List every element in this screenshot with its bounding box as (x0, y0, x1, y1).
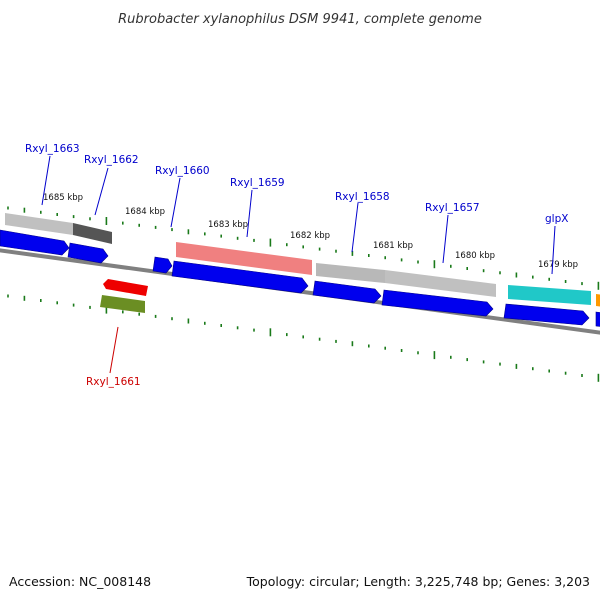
topology-text: Topology: circular; Length: 3,225,748 bp… (246, 574, 590, 589)
scale-label-1681: 1681 kbp (373, 241, 413, 251)
gene-feature-glpx[interactable] (508, 285, 591, 305)
gene-label-rxyl-1658[interactable]: Rxyl_1658 (335, 191, 390, 203)
gene-feature-partial-orange[interactable] (596, 294, 600, 307)
scale-label-1680: 1680 kbp (455, 251, 495, 261)
leader-line-rxyl-1663 (41, 155, 51, 206)
leader-line-rxyl-1659 (246, 189, 253, 238)
scale-label-1684: 1684 kbp (125, 207, 165, 217)
gene-label-rxyl-1661[interactable]: Rxyl_1661 (86, 376, 141, 388)
gene-label-rxyl-1663[interactable]: Rxyl_1663 (25, 143, 80, 155)
accession-text: Accession: NC_008148 (9, 574, 151, 589)
gene-label-rxyl-1660[interactable]: Rxyl_1660 (155, 165, 210, 177)
gene-label-rxyl-1657[interactable]: Rxyl_1657 (425, 202, 480, 214)
scale-label-1679: 1679 kbp (538, 260, 578, 270)
scale-ticks-lower (7, 294, 600, 382)
gene-labels: Rxyl_1663 Rxyl_1662 Rxyl_1660 Rxyl_1659 … (25, 143, 568, 388)
leader-line-rxyl-1662 (94, 167, 109, 216)
cds-track (0, 229, 600, 327)
gene-feature-rxyl-1658[interactable] (316, 263, 385, 283)
map-title: Rubrobacter xylanophilus DSM 9941, compl… (118, 12, 482, 27)
leader-line-rxyl-1658 (351, 202, 359, 253)
cds-arrow-rxyl-1659[interactable] (171, 260, 309, 294)
gene-label-glpx[interactable]: glpX (545, 213, 568, 225)
gene-label-rxyl-1659[interactable]: Rxyl_1659 (230, 177, 285, 189)
gene-feature-rxyl-1659[interactable] (176, 242, 312, 275)
scale-label-1683: 1683 kbp (208, 220, 248, 230)
gene-label-rxyl-1662[interactable]: Rxyl_1662 (84, 154, 139, 166)
cds-arrow-rxyl-1658[interactable] (312, 280, 382, 304)
scale-ticks-upper (7, 206, 600, 290)
leader-line-glpx (551, 225, 556, 275)
gene-label-lines (41, 155, 556, 374)
scale-label-1685: 1685 kbp (43, 193, 83, 203)
cds-arrow-rxyl-1660[interactable] (152, 256, 173, 274)
cds-arrow-rxyl-1662[interactable] (67, 242, 109, 264)
scale-labels: 1685 kbp 1684 kbp 1683 kbp 1682 kbp 1681… (43, 193, 578, 270)
gene-feature-rxyl-1661-lower[interactable] (100, 295, 145, 313)
cds-arrow-rxyl-1663[interactable] (0, 229, 70, 256)
leader-line-rxyl-1660 (170, 177, 181, 228)
cds-arrow-partial[interactable] (595, 311, 600, 327)
gene-feature-rxyl-1661[interactable] (103, 279, 148, 296)
cds-arrow-glpx[interactable] (503, 303, 590, 326)
gene-feature-rxyl-1662[interactable] (73, 223, 112, 244)
leader-line-rxyl-1657 (442, 214, 449, 264)
leader-line-rxyl-1661 (109, 326, 119, 374)
gene-feature-track (5, 213, 600, 313)
gene-feature-rxyl-1663[interactable] (5, 213, 73, 235)
cds-arrow-rxyl-1657[interactable] (381, 289, 494, 317)
scale-label-1682: 1682 kbp (290, 231, 330, 241)
gene-feature-rxyl-1657[interactable] (385, 270, 496, 297)
